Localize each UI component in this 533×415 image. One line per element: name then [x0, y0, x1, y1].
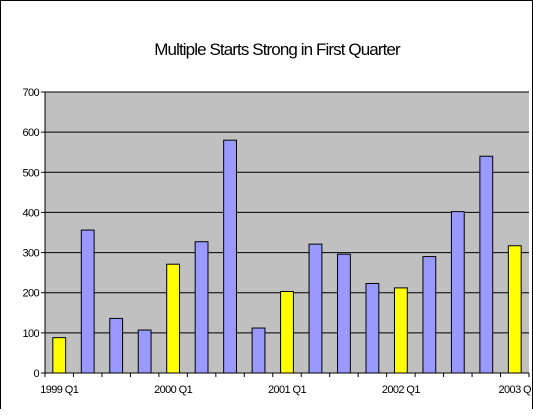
bars: [52, 139, 522, 374]
y-axis-tick-labels: 0 100 200 300 400 500 600 700: [22, 87, 40, 380]
bar-2000-q1: [166, 263, 181, 374]
bar-2001-q1: [280, 291, 294, 374]
y-tick-label: 400: [22, 207, 39, 219]
x-tick-label: 2003 Q: [499, 384, 533, 396]
y-tick-label: 600: [22, 127, 39, 139]
x-tick-label: 2002 Q1: [382, 384, 420, 396]
bar-2000-q4: [251, 327, 266, 374]
y-tick-label: 300: [22, 248, 39, 260]
x-tick-label: 1999 Q1: [40, 384, 78, 396]
bar-2000-q2: [194, 241, 209, 374]
bar-2001-q3: [337, 253, 351, 374]
bar-2001-q4: [365, 282, 380, 374]
bar-2002-q1: [393, 287, 408, 374]
axes: [41, 91, 530, 377]
bar-2002-q3: [450, 211, 465, 374]
bar-2000-q3: [223, 139, 237, 374]
y-tick-label: 700: [22, 87, 39, 99]
chart-title: Multiple Starts Strong in First Quarter: [154, 40, 401, 59]
bar-1999-q2: [80, 229, 95, 374]
x-tick-label: 2000 Q1: [154, 384, 192, 396]
bar-1999-q3: [109, 317, 124, 374]
bar-1999-q4: [137, 329, 152, 374]
bar-2001-q2: [308, 243, 323, 374]
bar-2003-q1: [507, 245, 522, 374]
bar-2002-q2: [422, 256, 437, 374]
bar-2002-q4: [479, 155, 494, 374]
x-tick-label: 2001 Q1: [268, 384, 306, 396]
x-axis-tick-labels: 1999 Q1 2000 Q1 2001 Q1 2002 Q1 2003 Q: [40, 384, 532, 396]
y-tick-label: 200: [22, 288, 39, 300]
y-tick-label: 500: [22, 167, 39, 179]
y-tick-label: 0: [33, 368, 39, 380]
y-tick-label: 100: [22, 328, 39, 340]
bar-1999-q1: [52, 337, 67, 374]
